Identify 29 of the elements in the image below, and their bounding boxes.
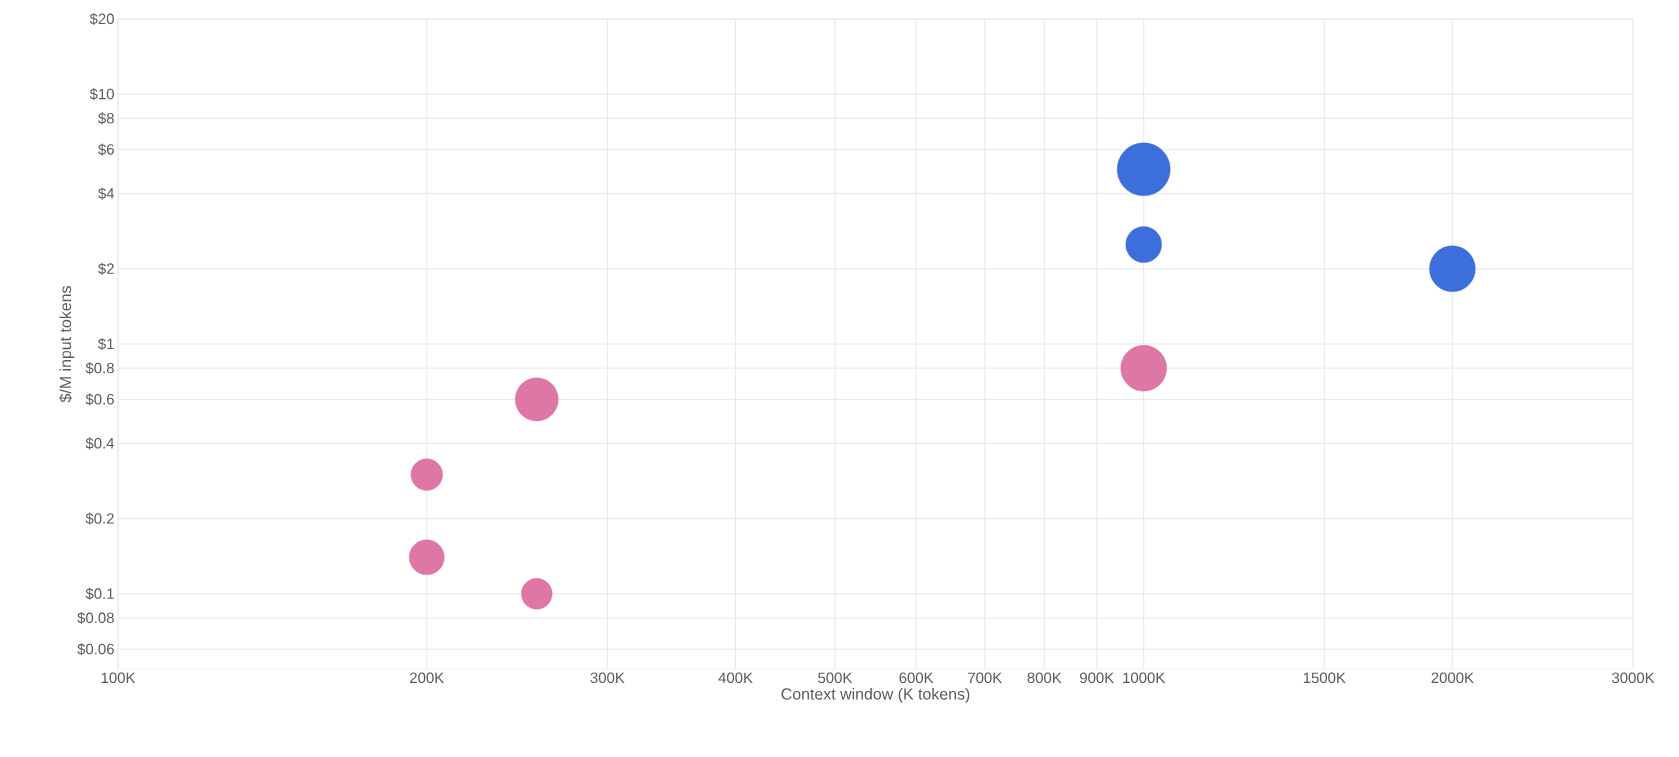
y-tick-label: $0.2 [85,512,114,525]
x-tick-label: 900K [1080,672,1115,684]
y-tick-label: $0.1 [85,587,114,600]
x-tick-label: 100K [101,672,136,684]
x-tick-label: 1000K [1123,672,1166,684]
y-tick-label: $0.08 [77,611,114,625]
x-tick-label: 200K [410,672,445,684]
y-tick-label: $0.4 [85,437,115,450]
x-tick-label: 400K [718,672,753,684]
x-tick-label: 700K [968,672,1003,684]
y-tick-label: $0.6 [85,393,114,406]
x-tick-label: 1500K [1303,672,1346,684]
x-tick-label: 500K [818,672,853,684]
y-tick-label: $2 [98,262,114,275]
y-tick-label: $4 [98,187,115,200]
x-axis-title: Context window (K tokens) [781,687,970,703]
y-tick-label: $20 [89,12,114,26]
x-tick-label: 300K [590,672,625,684]
y-tick-label: $6 [98,143,114,156]
x-tick-label: 600K [899,672,934,684]
x-tick-label: 3000K [1612,672,1655,684]
y-tick-label: $0.8 [85,362,114,375]
y-tick-label: $0.06 [77,643,114,656]
y-tick-label: $1 [98,337,114,351]
y-tick-label: $10 [89,88,114,101]
y-tick-label: $8 [98,112,114,125]
x-tick-label: 800K [1027,672,1062,684]
x-tick-label: 2000K [1431,672,1474,684]
y-axis-title: $/M input tokens [59,286,75,403]
